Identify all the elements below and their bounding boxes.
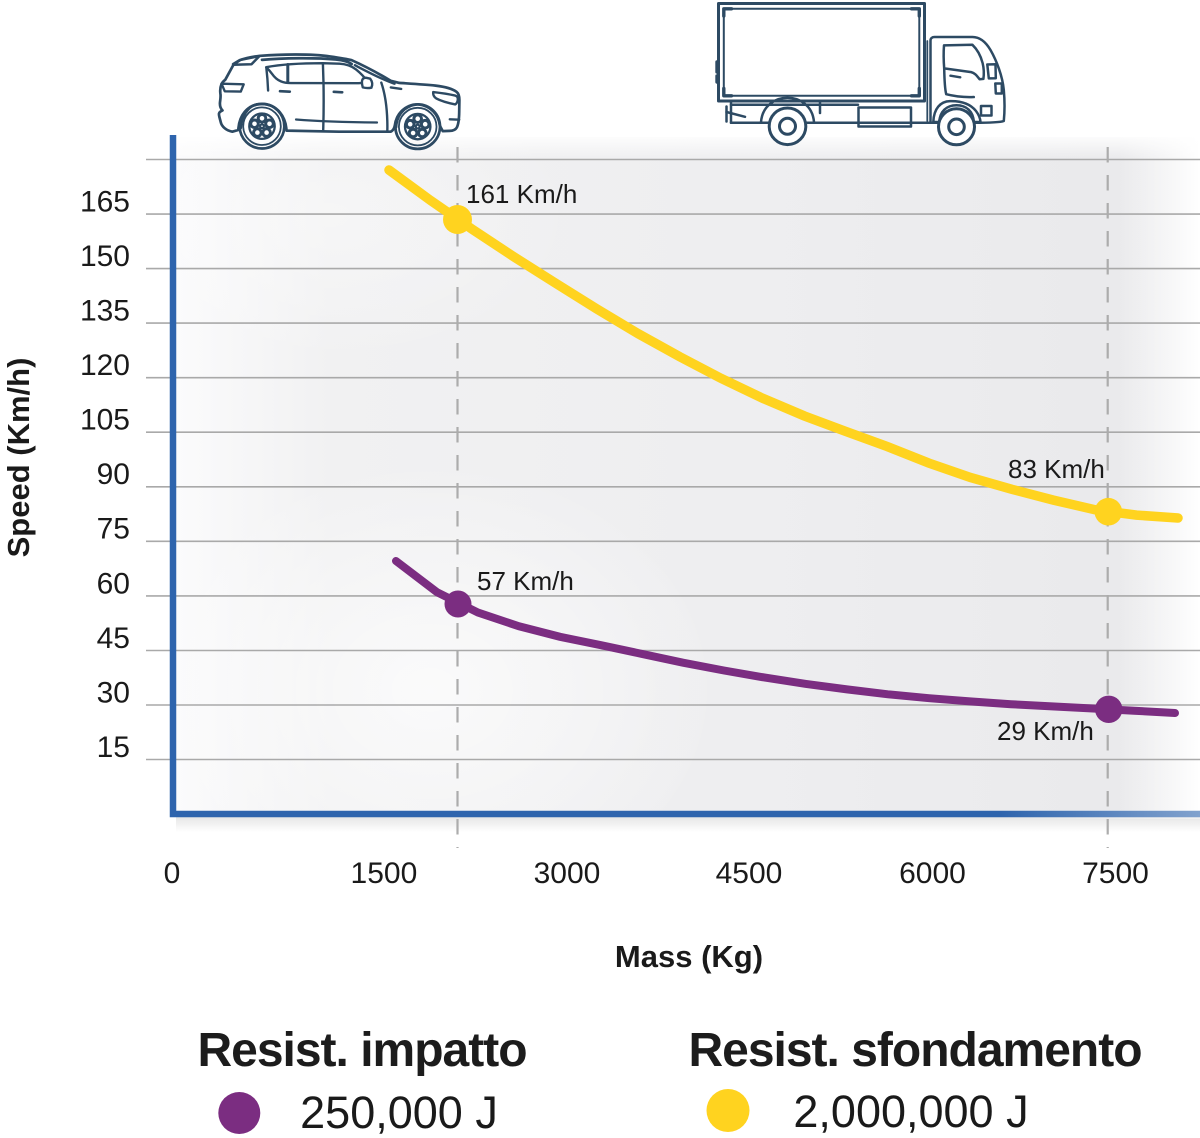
svg-text:83 Km/h: 83 Km/h [1008, 454, 1105, 484]
svg-text:30: 30 [97, 676, 130, 709]
svg-text:165: 165 [80, 186, 130, 219]
svg-text:0: 0 [164, 857, 181, 890]
svg-text:45: 45 [97, 622, 130, 655]
svg-text:Resist. sfondamento: Resist. sfondamento [688, 1024, 1141, 1077]
svg-text:135: 135 [80, 295, 130, 328]
svg-text:1500: 1500 [351, 857, 418, 890]
svg-text:Mass (Kg): Mass (Kg) [615, 939, 763, 974]
svg-text:150: 150 [80, 240, 130, 273]
svg-text:Speed (Km/h): Speed (Km/h) [1, 358, 36, 558]
svg-text:6000: 6000 [899, 857, 966, 890]
svg-text:2,000,000 J: 2,000,000 J [793, 1086, 1028, 1137]
svg-text:250,000 J: 250,000 J [300, 1087, 498, 1138]
svg-text:120: 120 [80, 349, 130, 382]
svg-text:57 Km/h: 57 Km/h [477, 566, 574, 596]
svg-text:161 Km/h: 161 Km/h [466, 179, 577, 209]
svg-text:105: 105 [80, 404, 130, 437]
svg-text:Resist. impatto: Resist. impatto [197, 1024, 526, 1077]
svg-text:15: 15 [97, 731, 130, 764]
svg-text:60: 60 [97, 567, 130, 600]
svg-text:29 Km/h: 29 Km/h [997, 716, 1094, 746]
svg-text:75: 75 [97, 513, 130, 546]
svg-text:7500: 7500 [1082, 857, 1149, 890]
svg-text:4500: 4500 [716, 857, 783, 890]
svg-text:3000: 3000 [534, 857, 601, 890]
svg-text:90: 90 [97, 458, 130, 491]
